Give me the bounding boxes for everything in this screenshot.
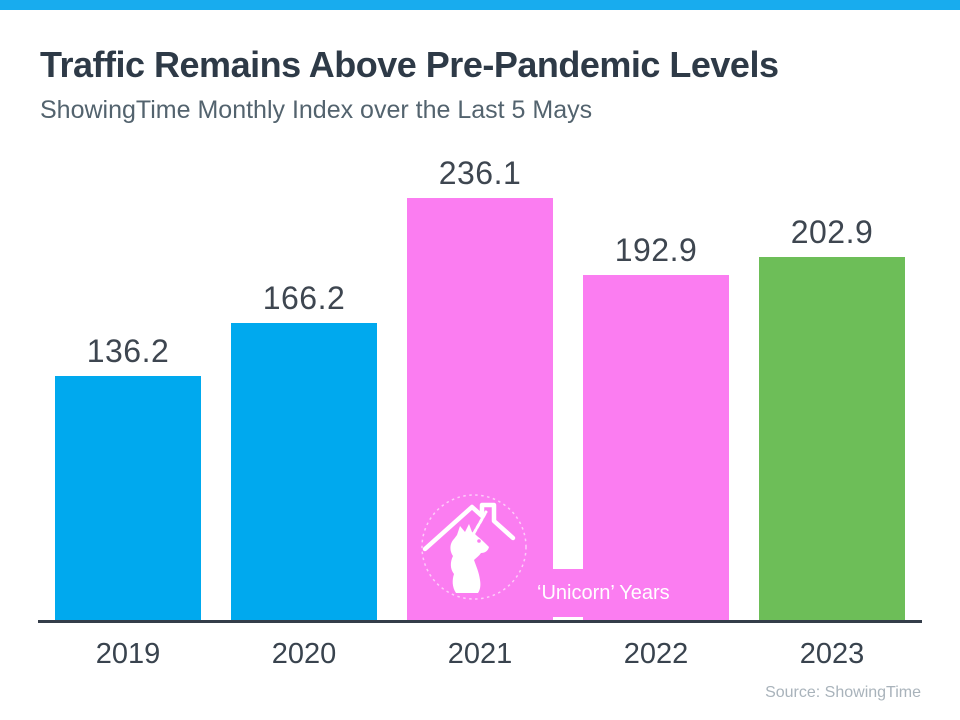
x-label-2019: 2019 (95, 638, 161, 670)
value-label-2020: 166.2 (262, 280, 346, 316)
x-label-2022: 2022 (623, 638, 689, 670)
value-label-2023: 202.9 (790, 214, 874, 250)
chart-title: Traffic Remains Above Pre-Pandemic Level… (40, 44, 779, 85)
value-label-2021: 236.1 (438, 155, 522, 191)
unicorn-years-annotation: ‘Unicorn’ Years (455, 569, 713, 617)
bar-2019 (55, 376, 201, 620)
bar-2023 (759, 257, 905, 620)
unicorn-horn-icon (472, 510, 488, 535)
x-axis-line (38, 620, 922, 623)
top-accent-bar (0, 0, 960, 10)
x-label-2020: 2020 (271, 638, 337, 670)
icon-circle-outline (421, 494, 527, 600)
x-label-2023: 2023 (799, 638, 865, 670)
roof-outline-icon (422, 502, 516, 552)
unicorn-house-icon (421, 494, 527, 600)
x-label-2021: 2021 (447, 638, 513, 670)
unicorn-eye-dot (477, 539, 481, 543)
source-credit: Source: ShowingTime (765, 684, 921, 701)
unicorn-years-label: ‘Unicorn’ Years (537, 582, 670, 604)
chart-subtitle: ShowingTime Monthly Index over the Last … (40, 96, 593, 124)
bar-2022 (583, 275, 729, 620)
bar-2020 (231, 323, 377, 620)
unicorn-head-icon (450, 524, 489, 593)
value-label-2019: 136.2 (86, 333, 170, 369)
value-label-2022: 192.9 (614, 232, 698, 268)
